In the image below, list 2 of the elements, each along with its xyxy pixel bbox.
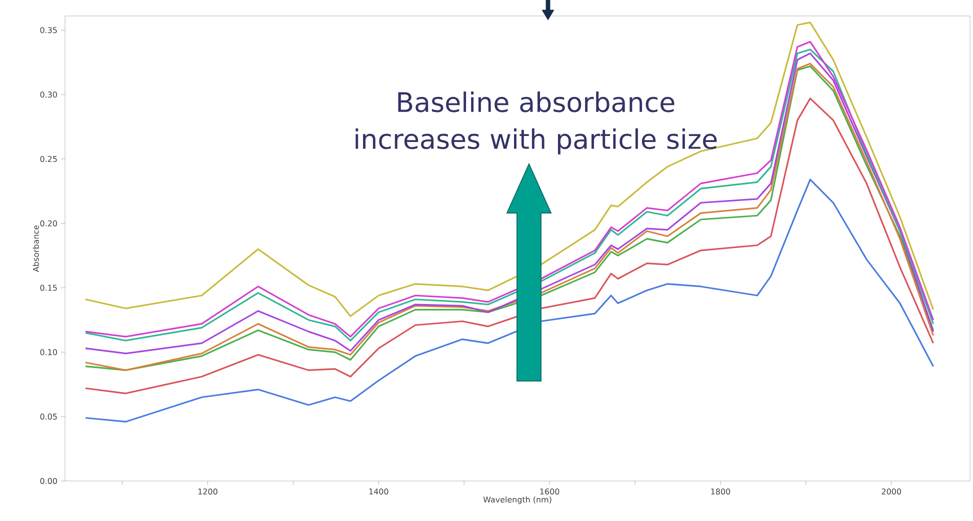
line-series xyxy=(84,178,934,423)
annotation: Baseline absorbance increases with particle size xyxy=(356,91,717,154)
